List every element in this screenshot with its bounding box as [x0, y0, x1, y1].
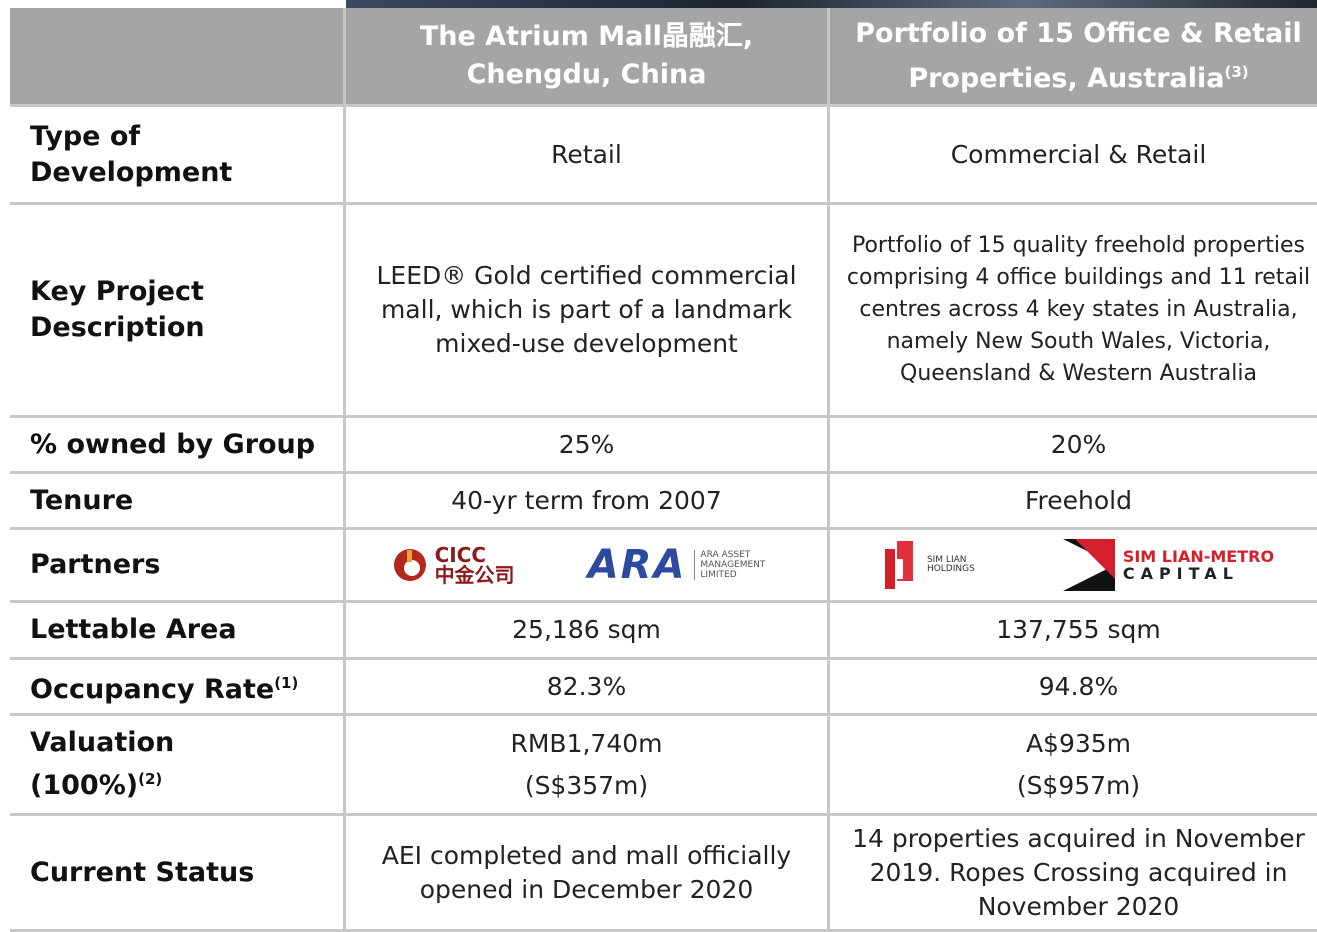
value: LEED® Gold certified commercial mall, wh… [346, 205, 830, 418]
row-label: % owned by Group [10, 418, 346, 474]
row-label: Partners [10, 530, 346, 603]
sim-lian-metro-icon [1062, 539, 1115, 591]
corner [10, 8, 346, 107]
value: 20% [830, 418, 1317, 474]
value: Retail [346, 107, 830, 205]
partner-logos: CICC 中金公司 ARA ARA ASSET MANAGEMENT LIMITE… [346, 530, 830, 603]
column-header: The Atrium Mall晶融汇, Chengdu, China [346, 8, 830, 107]
table: The Atrium Mall晶融汇, Chengdu, China Portf… [10, 8, 1317, 932]
row-label: Key Project Description [10, 205, 346, 418]
value: 14 properties acquired in November 2019.… [830, 816, 1317, 932]
logo-text: ARA ASSET MANAGEMENT LIMITED [694, 550, 780, 580]
row-label: Tenure [10, 474, 346, 530]
value: A$935m (S$957m) [830, 716, 1317, 816]
row-label: Current Status [10, 816, 346, 932]
text: (S$957m) [1016, 770, 1141, 800]
footnote-mark: (1) [274, 674, 299, 692]
text: RMB1,740m [510, 728, 663, 758]
column-header-text: The Atrium Mall晶融汇, Chengdu, China [419, 21, 754, 90]
value: 25% [346, 418, 830, 474]
value: Portfolio of 15 quality freehold propert… [830, 205, 1317, 418]
text: Portfolio of 15 Office & Retail Properti… [855, 17, 1302, 94]
text: Occupancy Rate [30, 674, 275, 705]
sim-lian-logo: SIM LIAN HOLDINGS [883, 539, 977, 591]
value: 82.3% [346, 660, 830, 716]
value: Freehold [830, 474, 1317, 530]
text: (S$357m) [524, 770, 649, 800]
row-label: Valuation (100%)(2) [10, 716, 346, 816]
value: AEI completed and mall officially opened… [346, 816, 830, 932]
column-header-text: Portfolio of 15 Office & Retail Properti… [840, 15, 1317, 98]
partner-logos: SIM LIAN HOLDINGS SIM LIAN-METRO CAPITAL [830, 530, 1317, 603]
sim-lian-metro-logo: SIM LIAN-METRO CAPITAL [1062, 539, 1275, 591]
cicc-icon [393, 549, 426, 581]
row-label: Occupancy Rate(1) [10, 660, 346, 716]
text: A$935m [1025, 728, 1132, 758]
value: 137,755 sqm [830, 603, 1317, 660]
logo-text: CICC [434, 543, 487, 567]
text: (100%) [30, 770, 139, 801]
logo-text: SIM LIAN HOLDINGS [926, 555, 975, 574]
value: Commercial & Retail [830, 107, 1317, 205]
column-header: Portfolio of 15 Office & Retail Properti… [830, 8, 1317, 107]
ara-logo: ARA ARA ASSET MANAGEMENT LIMITED [587, 542, 781, 588]
cicc-logo: CICC 中金公司 [393, 545, 515, 585]
value: 40-yr term from 2007 [346, 474, 830, 530]
logo-text: SIM LIAN-METRO [1122, 547, 1275, 566]
value: 94.8% [830, 660, 1317, 716]
footnote-mark: (3) [1224, 62, 1249, 81]
value: 25,186 sqm [346, 603, 830, 660]
header-image [346, 0, 1317, 10]
sim-lian-icon [884, 541, 913, 589]
row-label: Type of Development [10, 107, 346, 205]
text: Valuation [30, 727, 175, 758]
value: RMB1,740m (S$357m) [346, 716, 830, 816]
row-label: Lettable Area [10, 603, 346, 660]
logo-text: CAPITAL [1122, 564, 1239, 583]
footnote-mark: (2) [138, 770, 163, 788]
logo-text: 中金公司 [434, 563, 515, 587]
logo-text: ARA [587, 542, 687, 588]
